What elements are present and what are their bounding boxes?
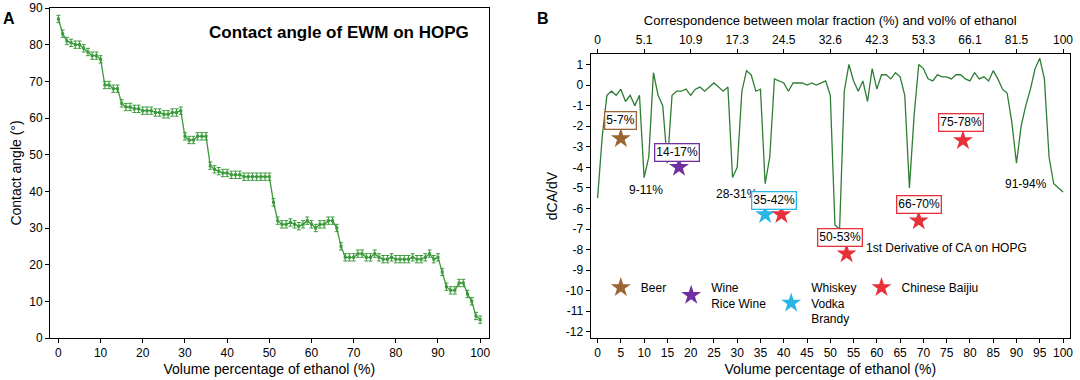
svg-text:35: 35 [754, 346, 768, 360]
svg-text:30: 30 [29, 221, 43, 235]
svg-text:50: 50 [29, 148, 43, 162]
svg-text:0: 0 [55, 346, 62, 360]
svg-text:70: 70 [917, 346, 931, 360]
svg-text:70: 70 [29, 75, 43, 89]
svg-text:25: 25 [707, 346, 721, 360]
svg-text:Beer: Beer [641, 281, 666, 295]
svg-text:80: 80 [963, 346, 977, 360]
svg-text:Volume percentage of ethanol (: Volume percentage of ethanol (%) [163, 361, 375, 377]
svg-text:5-7%: 5-7% [606, 113, 634, 127]
svg-text:45: 45 [800, 346, 814, 360]
svg-text:-8: -8 [573, 243, 584, 257]
svg-text:90: 90 [431, 346, 445, 360]
svg-text:75-78%: 75-78% [940, 115, 982, 129]
svg-text:10: 10 [637, 346, 651, 360]
svg-text:0: 0 [577, 78, 584, 92]
svg-text:0: 0 [36, 331, 43, 345]
svg-text:-4: -4 [573, 161, 584, 175]
svg-text:10.9: 10.9 [679, 33, 703, 47]
svg-text:-2: -2 [573, 119, 584, 133]
svg-text:50: 50 [263, 346, 277, 360]
svg-text:90: 90 [29, 1, 43, 15]
svg-text:75: 75 [940, 346, 954, 360]
svg-text:30: 30 [731, 346, 745, 360]
svg-text:5.1: 5.1 [636, 33, 653, 47]
svg-text:60: 60 [29, 111, 43, 125]
svg-text:1: 1 [577, 58, 584, 72]
svg-text:-1: -1 [573, 99, 584, 113]
svg-text:40: 40 [29, 185, 43, 199]
svg-text:20: 20 [29, 258, 43, 272]
svg-text:35-42%: 35-42% [753, 193, 795, 207]
svg-text:50: 50 [824, 346, 838, 360]
svg-text:A: A [3, 10, 15, 27]
svg-text:WhiskeyVodkaBrandy: WhiskeyVodkaBrandy [811, 281, 856, 326]
svg-text:70: 70 [347, 346, 361, 360]
svg-text:Contact angle of EWM on HOPG: Contact angle of EWM on HOPG [209, 23, 469, 42]
svg-text:-11: -11 [567, 304, 584, 318]
svg-text:-6: -6 [573, 202, 584, 216]
svg-text:dCA/dV: dCA/dV [544, 171, 560, 220]
svg-text:10: 10 [29, 295, 43, 309]
svg-text:14-17%: 14-17% [656, 145, 698, 159]
svg-text:32.6: 32.6 [819, 33, 843, 47]
svg-text:28-31%: 28-31% [716, 187, 758, 201]
svg-text:95: 95 [1033, 346, 1047, 360]
svg-text:50-53%: 50-53% [819, 230, 861, 244]
svg-text:66-70%: 66-70% [898, 197, 940, 211]
svg-text:30: 30 [178, 346, 192, 360]
svg-text:10: 10 [94, 346, 108, 360]
svg-text:Chinese Baijiu: Chinese Baijiu [902, 281, 979, 295]
svg-text:-9: -9 [573, 263, 584, 277]
svg-text:53.3: 53.3 [912, 33, 936, 47]
svg-text:85: 85 [987, 346, 1001, 360]
svg-text:100: 100 [1053, 346, 1073, 360]
svg-text:1st Derivative of CA on HOPG: 1st Derivative of CA on HOPG [866, 241, 1027, 255]
svg-text:0: 0 [594, 33, 601, 47]
svg-text:90: 90 [1010, 346, 1024, 360]
svg-text:WineRice Wine: WineRice Wine [711, 281, 766, 311]
svg-text:55: 55 [847, 346, 861, 360]
svg-text:40: 40 [777, 346, 791, 360]
svg-text:Correspondence between molar f: Correspondence between molar fraction (%… [644, 13, 1017, 28]
svg-text:-3: -3 [573, 140, 584, 154]
svg-text:0: 0 [594, 346, 601, 360]
svg-text:B: B [537, 10, 549, 27]
svg-text:-12: -12 [566, 325, 584, 339]
svg-text:-10: -10 [566, 284, 584, 298]
svg-text:Volume percentage of ethanol (: Volume percentage of ethanol (%) [724, 361, 936, 377]
svg-text:91-94%: 91-94% [1005, 177, 1047, 191]
svg-text:42.3: 42.3 [865, 33, 889, 47]
svg-text:40: 40 [220, 346, 234, 360]
svg-text:Contact angle (°): Contact angle (°) [8, 120, 24, 225]
svg-text:20: 20 [684, 346, 698, 360]
svg-text:17.3: 17.3 [726, 33, 750, 47]
svg-text:80: 80 [389, 346, 403, 360]
svg-text:100: 100 [470, 346, 490, 360]
svg-text:60: 60 [870, 346, 884, 360]
svg-text:100: 100 [1053, 33, 1073, 47]
svg-text:-7: -7 [573, 222, 584, 236]
svg-text:-5: -5 [573, 181, 584, 195]
svg-text:5: 5 [618, 346, 625, 360]
svg-text:9-11%: 9-11% [629, 183, 663, 197]
svg-text:80: 80 [29, 38, 43, 52]
svg-text:60: 60 [305, 346, 319, 360]
svg-text:66.1: 66.1 [958, 33, 982, 47]
svg-text:20: 20 [136, 346, 150, 360]
svg-text:24.5: 24.5 [772, 33, 796, 47]
svg-text:65: 65 [893, 346, 907, 360]
svg-text:81.5: 81.5 [1005, 33, 1029, 47]
svg-text:15: 15 [661, 346, 675, 360]
